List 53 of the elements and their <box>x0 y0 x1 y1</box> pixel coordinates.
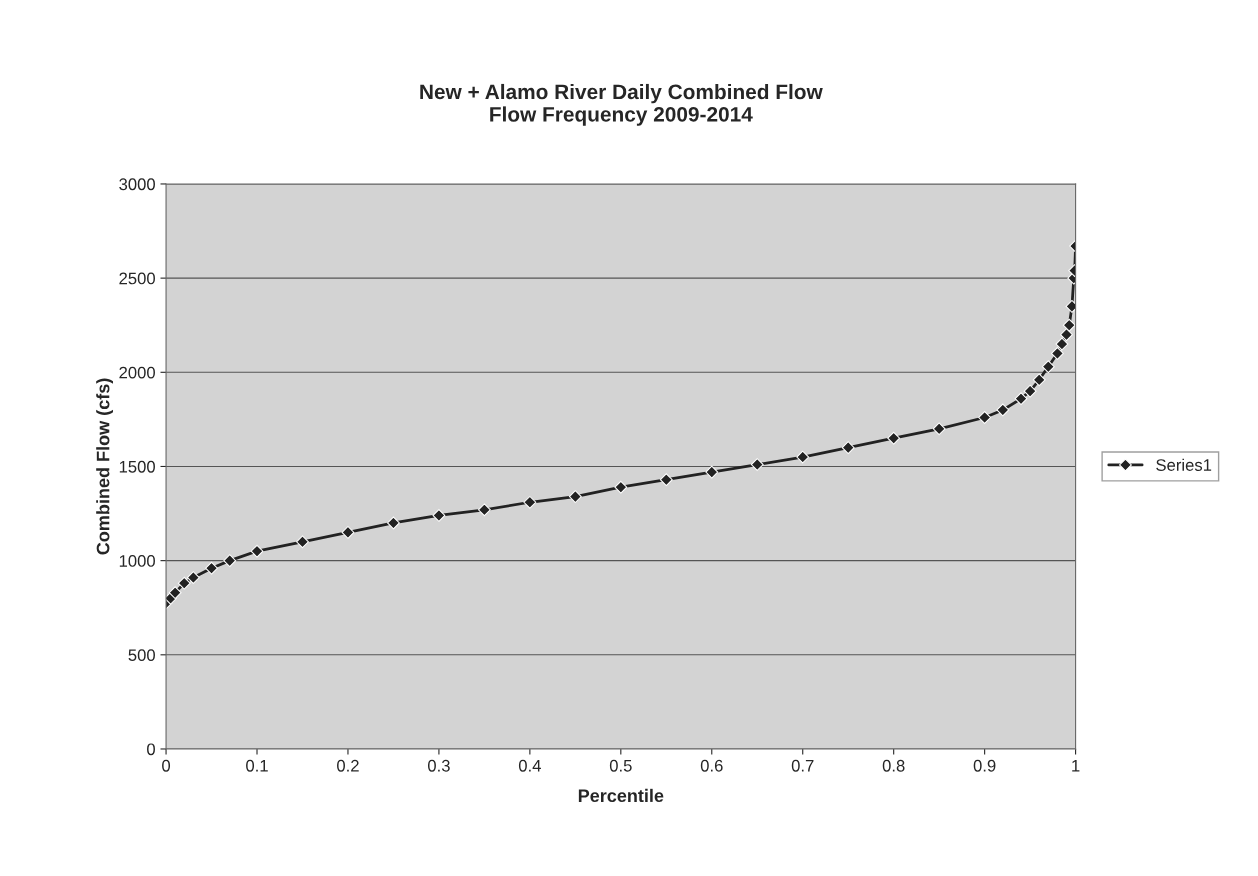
point <box>705 465 719 479</box>
y-tick-label: 1000 <box>119 555 155 567</box>
point <box>887 431 901 445</box>
x-tick-label: 0.3 <box>427 759 450 772</box>
y-tick-label: 2500 <box>119 272 155 285</box>
point <box>796 450 810 464</box>
x-tick-label: 0.6 <box>700 759 723 772</box>
x-tick-label: 0 <box>162 759 171 772</box>
point <box>186 571 200 584</box>
y-tick-label: 2000 <box>119 366 155 379</box>
chart-title: New + Alamo River Daily Combined Flow Flow Frequency 2009-2014 <box>420 83 823 126</box>
point <box>523 495 537 509</box>
point <box>1062 318 1076 332</box>
x-tick-label: 0.2 <box>337 759 359 772</box>
point <box>932 422 946 436</box>
point <box>750 458 764 471</box>
point <box>387 516 400 530</box>
y-tick-label: 500 <box>128 649 155 662</box>
x-axis-title: Percentile <box>578 788 664 803</box>
point <box>1041 360 1055 374</box>
x-tick-label: 0.5 <box>609 759 632 772</box>
point <box>841 441 855 455</box>
x-tick-label: 0.8 <box>882 759 905 772</box>
point <box>1023 384 1037 398</box>
point <box>477 503 491 517</box>
point <box>1032 373 1046 387</box>
point <box>168 586 182 600</box>
point <box>1055 337 1069 351</box>
point <box>659 473 673 487</box>
x-tick-label: 0.1 <box>246 759 268 772</box>
x-tick-label: 0.9 <box>973 759 996 772</box>
legend-label: Series1 <box>1156 458 1212 471</box>
y-tick-label: 1500 <box>119 460 155 473</box>
point <box>996 403 1010 417</box>
point <box>1060 328 1073 342</box>
point <box>1050 347 1064 360</box>
point <box>296 535 309 549</box>
y-axis-title: Combined Flow (cfs) <box>96 378 114 555</box>
point <box>205 561 218 575</box>
y-tick-label: 3000 <box>119 178 155 191</box>
point <box>568 490 582 504</box>
point <box>341 525 355 539</box>
x-tick-label: 0.7 <box>791 759 814 772</box>
x-tick-label: 0.4 <box>518 759 541 772</box>
point <box>432 509 446 522</box>
y-tick-label: 0 <box>147 743 155 756</box>
point <box>978 411 992 424</box>
point <box>1014 392 1028 406</box>
point <box>250 544 264 558</box>
x-tick-label: 1 <box>1072 760 1080 772</box>
point <box>614 480 628 494</box>
point <box>223 554 237 568</box>
point <box>177 576 191 590</box>
